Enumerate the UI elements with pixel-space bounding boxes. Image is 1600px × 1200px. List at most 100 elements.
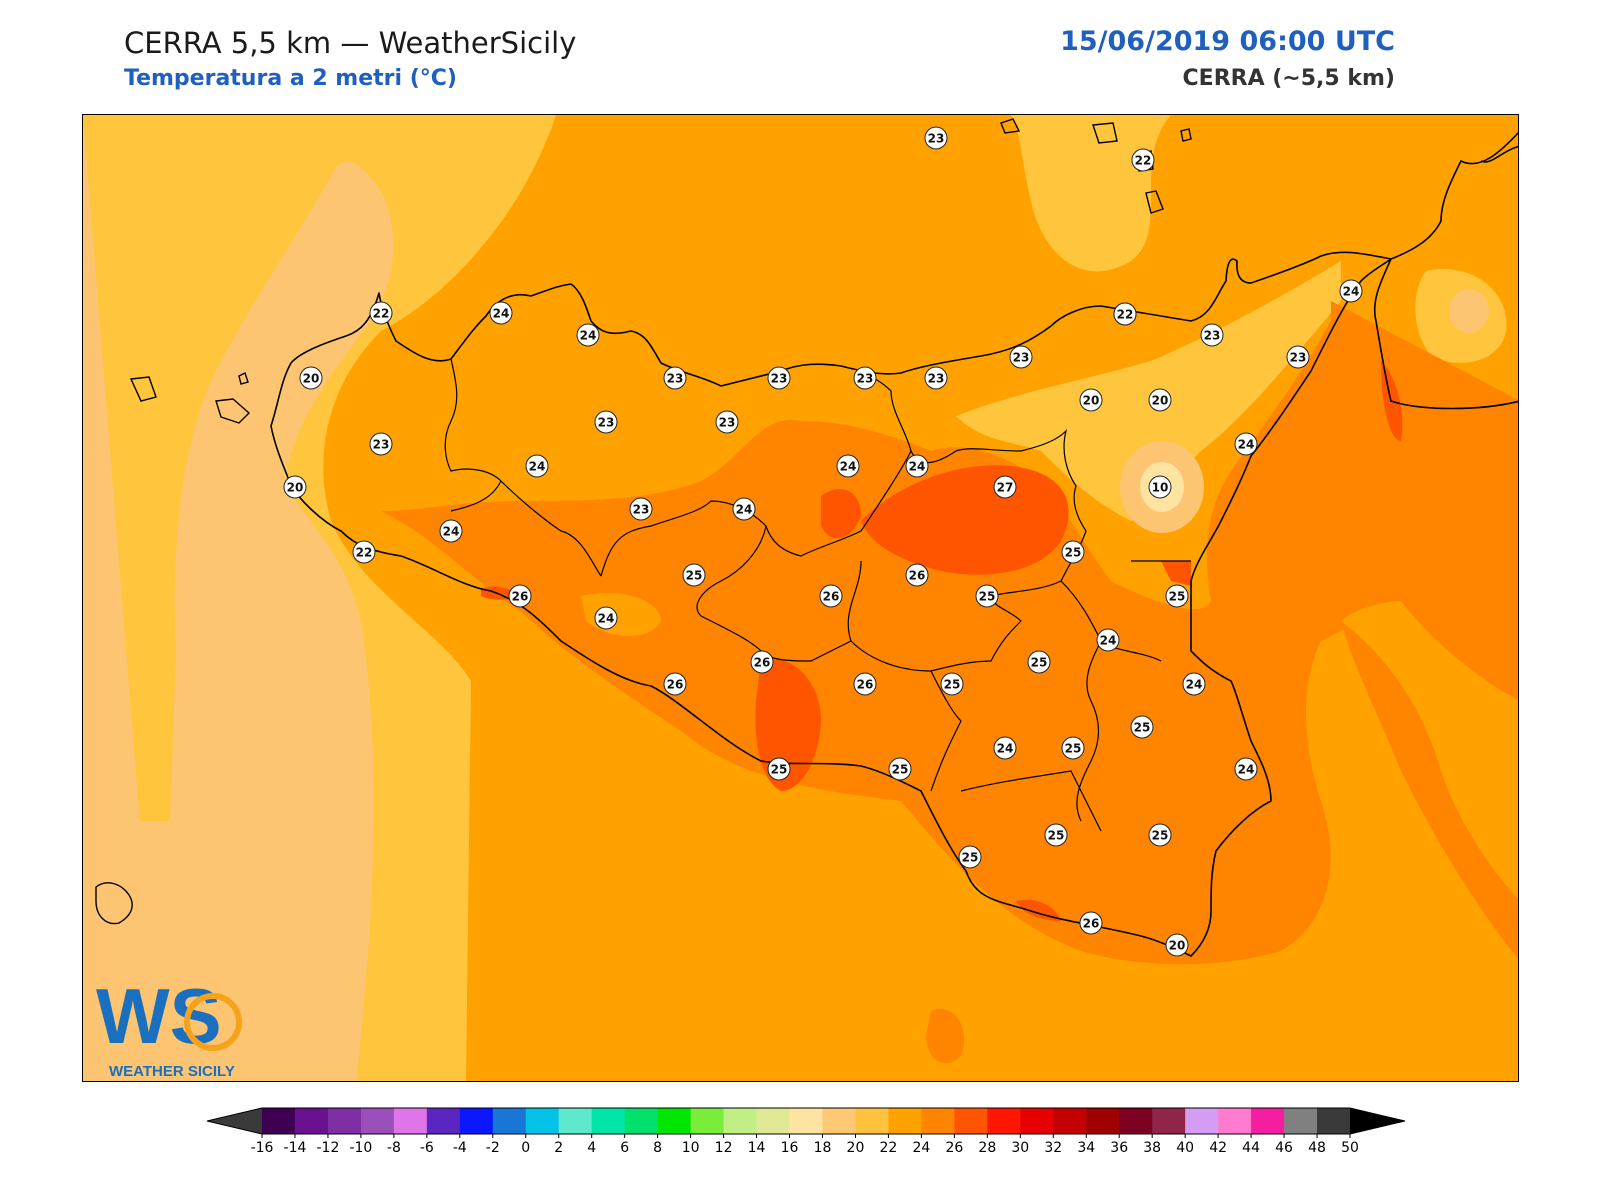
station-marker: 23 [1009,345,1033,369]
colorbar-cell [327,1108,362,1134]
station-marker-circle [1131,148,1155,172]
station-marker-circle [993,736,1017,760]
station-value: 24 [840,460,857,474]
temperature-map: WS WEATHER SICILY 23 22 24 22 24 24 20 22 23 23 23… [83,115,1518,1081]
station-value: 25 [892,763,909,777]
station-value: 26 [857,678,874,692]
colorbar-tick-label: 4 [587,1140,596,1156]
station-value: 20 [287,481,304,495]
station-value: 23 [719,416,736,430]
station-value: 23 [771,372,788,386]
station-marker-circle [576,323,600,347]
calabria-coast-north [1480,145,1518,163]
station-marker-circle [715,410,739,434]
station-value: 24 [909,460,926,474]
colorbar-cell [360,1108,395,1134]
station-marker: 24 [905,454,929,478]
island-pantelleria [95,882,133,925]
station-value: 25 [686,569,703,583]
station-marker-circle [1339,279,1363,303]
colorbar-cell [1251,1108,1285,1134]
station-value: 26 [512,590,529,604]
station-marker-circle [767,757,791,781]
station-marker: 23 [1200,323,1224,347]
station-value: 25 [1065,742,1082,756]
station-marker: 25 [1061,540,1085,564]
station-marker: 23 [594,410,618,434]
station-value: 23 [598,416,615,430]
station-value: 25 [1152,829,1169,843]
colorbar-cell [624,1108,659,1134]
model-label: CERRA (~5,5 km) [1182,66,1395,91]
field-26-28-south-blob [926,1009,965,1064]
station-marker: 20 [1148,388,1172,412]
station-marker: 25 [1130,715,1154,739]
colorbar-cell [1020,1108,1054,1134]
field-22-24-ne [1011,115,1171,272]
colorbar-tick-label: 50 [1341,1140,1359,1156]
colorbar-cell [294,1108,329,1134]
colorbar-cell [525,1108,560,1134]
station-marker: 20 [1079,388,1103,412]
station-marker: 22 [1131,148,1155,172]
station-value: 20 [1083,394,1100,408]
station-marker: 25 [682,563,706,587]
station-value: 26 [1083,917,1100,931]
colorbar-tick-label: 6 [620,1140,629,1156]
station-value: 23 [1290,351,1307,365]
station-value: 24 [1100,634,1117,648]
sicily-coastline [270,251,1392,957]
station-value: 24 [443,525,460,539]
station-marker: 25 [958,845,982,869]
station-marker: 24 [1339,279,1363,303]
field-28-30-north [821,488,861,539]
station-markers: 23 22 24 22 24 24 20 22 23 23 23 23 23 22 23 23 20 20 23 23… [283,126,1363,957]
station-value: 25 [1134,721,1151,735]
station-marker-circle [663,366,687,390]
station-marker: 24 [1234,432,1258,456]
station-marker: 24 [594,606,618,630]
logo-sun-icon [184,993,242,1051]
island-ustica [1000,118,1021,134]
station-marker-circle [439,519,463,543]
colorbar-cell [1317,1108,1351,1134]
colorbar-cell [888,1108,922,1134]
station-value: 22 [373,307,390,321]
station-marker: 26 [663,672,687,696]
logo-text: WEATHER SICILY [109,1063,235,1080]
station-value: 24 [1238,438,1255,452]
station-value: 24 [580,329,597,343]
station-marker-circle [1165,933,1189,957]
station-marker-circle [1096,628,1120,652]
station-marker: 26 [853,672,877,696]
station-marker-circle [1061,736,1085,760]
station-value: 20 [1152,394,1169,408]
colorbar-cell [262,1108,296,1134]
station-value: 25 [1031,656,1048,670]
station-marker: 20 [1165,933,1189,957]
colorbar-over-arrow [1350,1108,1405,1134]
weather-sicily-logo: WS WEATHER SICILY [96,972,242,1080]
station-marker: 24 [439,519,463,543]
station-marker: 25 [975,584,999,608]
station-marker-circle [750,650,774,674]
map-panel: WS WEATHER SICILY 23 22 24 22 24 24 20 22 23 23 23… [82,114,1519,1082]
colorbar-cell [1053,1108,1087,1134]
station-marker: 25 [940,672,964,696]
station-marker-circle [1286,345,1310,369]
colorbar-tick-label: 18 [814,1140,832,1156]
station-marker: 25 [1027,650,1051,674]
station-marker-circle [905,563,929,587]
colorbar-tick-label: -16 [251,1140,274,1156]
station-marker-circle [594,410,618,434]
station-value: 25 [944,678,961,692]
field-20-22-sw [83,821,191,1081]
colorbar-tick-label: 10 [682,1140,700,1156]
colorbar-tick-label: 44 [1242,1140,1260,1156]
colorbar-tick-label: 30 [1011,1140,1029,1156]
station-value: 22 [1117,308,1134,322]
station-marker: 25 [1044,823,1068,847]
map-subtitle: Temperatura a 2 metri (°C) [124,66,457,91]
colorbar-cell [690,1108,725,1134]
